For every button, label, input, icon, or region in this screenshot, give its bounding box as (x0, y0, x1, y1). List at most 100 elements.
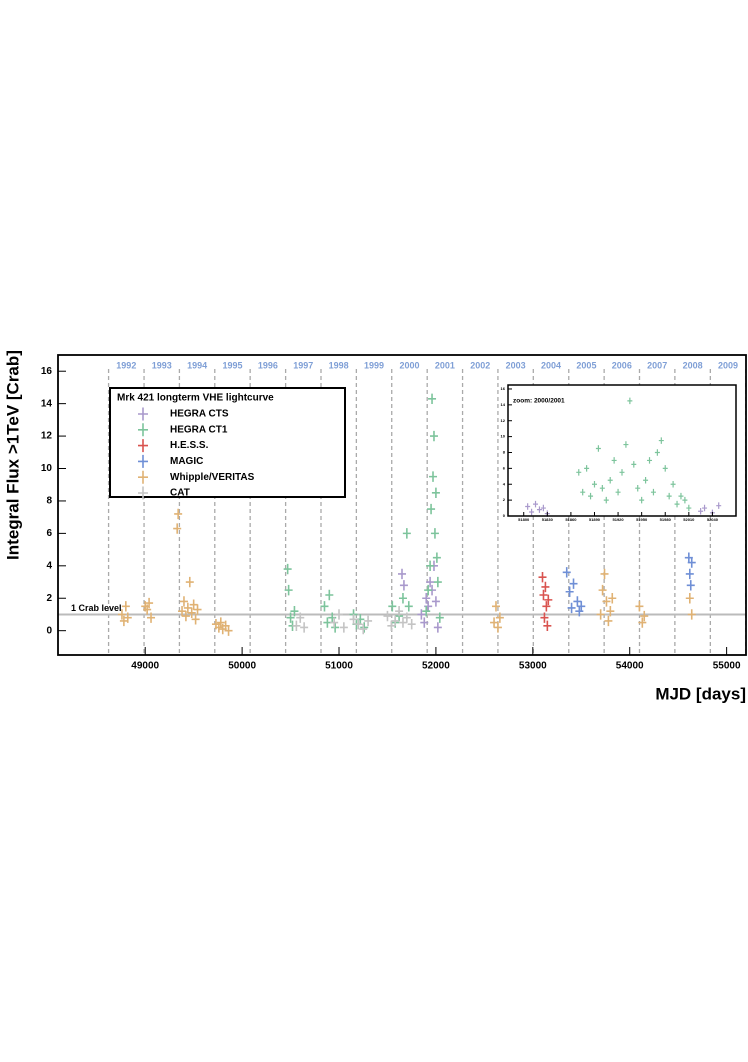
data-point (573, 596, 582, 607)
data-point (388, 601, 397, 612)
legend-label: Whipple/VERITAS (170, 472, 255, 483)
year-label: 2009 (718, 360, 738, 370)
y-tick-label: 14 (41, 398, 53, 409)
plot-frame (507, 384, 737, 517)
data-point (360, 622, 369, 633)
data-point (529, 508, 535, 516)
data-point (536, 506, 542, 513)
year-label: 2000 (399, 360, 419, 370)
data-point (639, 496, 645, 504)
data-point (398, 568, 406, 580)
data-point (331, 622, 340, 633)
data-point (687, 557, 696, 568)
data-point (320, 601, 329, 612)
year-label: 2006 (612, 360, 632, 370)
y-tick-label: 4 (503, 481, 506, 486)
data-point (670, 480, 676, 488)
data-point (193, 604, 202, 615)
data-point (539, 589, 548, 601)
data-point (429, 471, 438, 482)
data-point (540, 612, 549, 623)
x-tick-label: 51980 (660, 517, 672, 522)
y-tick-label: 16 (501, 386, 506, 391)
data-point (611, 457, 617, 464)
reference-label: 1 Crab level (71, 603, 122, 613)
data-point (290, 606, 299, 617)
data-point (424, 584, 433, 596)
legend-marker (138, 470, 148, 484)
legend-marker (138, 486, 148, 500)
data-point (407, 618, 416, 630)
data-point (588, 492, 594, 500)
year-label: 1992 (116, 360, 136, 370)
data-point (283, 563, 292, 575)
data-point (525, 503, 531, 510)
x-tick-label: 51800 (518, 517, 530, 522)
data-point (627, 397, 633, 405)
data-point (432, 552, 441, 563)
year-label: 2003 (506, 360, 526, 370)
data-point (658, 437, 664, 444)
data-point (604, 615, 613, 627)
data-point (603, 496, 609, 504)
data-point (595, 445, 601, 452)
data-point (543, 620, 552, 632)
data-point (189, 599, 198, 610)
y-tick-label: 12 (41, 431, 53, 442)
data-point (300, 622, 309, 633)
data-point (584, 465, 590, 472)
data-point (541, 581, 550, 593)
data-point (607, 477, 613, 484)
y-tick-label: 10 (41, 463, 53, 474)
y-tick-label: 8 (503, 450, 506, 455)
x-tick-label: 50000 (228, 661, 256, 672)
y-tick-label: 16 (41, 366, 53, 377)
data-point (544, 594, 553, 606)
data-point (638, 617, 647, 628)
data-point (292, 620, 301, 632)
data-point (427, 503, 436, 515)
legend-label: H.E.S.S. (170, 440, 209, 451)
y-tick-label: 12 (501, 418, 506, 423)
data-point (431, 487, 440, 499)
legend-marker (138, 454, 148, 468)
data-point (398, 617, 407, 628)
y-tick-label: 6 (46, 528, 52, 539)
data-point (576, 469, 582, 476)
data-point (325, 589, 334, 601)
x-tick-label: 51920 (613, 517, 625, 522)
legend-label: MAGIC (170, 456, 203, 467)
data-point (429, 430, 438, 442)
year-label: 1993 (152, 360, 172, 370)
data-point (623, 441, 629, 448)
data-point (631, 461, 637, 468)
data-point (428, 393, 437, 404)
data-point (173, 523, 182, 534)
data-point (682, 496, 688, 504)
data-point (654, 449, 660, 456)
data-point (565, 586, 574, 597)
data-point (606, 606, 615, 617)
data-point (635, 484, 641, 492)
data-point (538, 571, 547, 583)
year-label: 1999 (364, 360, 384, 370)
data-point (602, 596, 611, 607)
data-point (117, 609, 126, 620)
data-point (399, 580, 408, 591)
data-point (383, 610, 392, 622)
data-point (647, 457, 653, 464)
year-label: 1995 (222, 360, 242, 370)
legend-marker (138, 439, 148, 453)
data-point (435, 612, 444, 623)
data-point (359, 623, 368, 635)
data-point (674, 500, 680, 508)
data-point (147, 612, 156, 623)
data-point (422, 606, 431, 617)
data-point (540, 504, 546, 512)
data-point (490, 617, 499, 628)
year-label: 2001 (435, 360, 455, 370)
data-point (422, 593, 431, 604)
x-tick-label: 51890 (589, 517, 601, 522)
data-point (702, 504, 708, 512)
